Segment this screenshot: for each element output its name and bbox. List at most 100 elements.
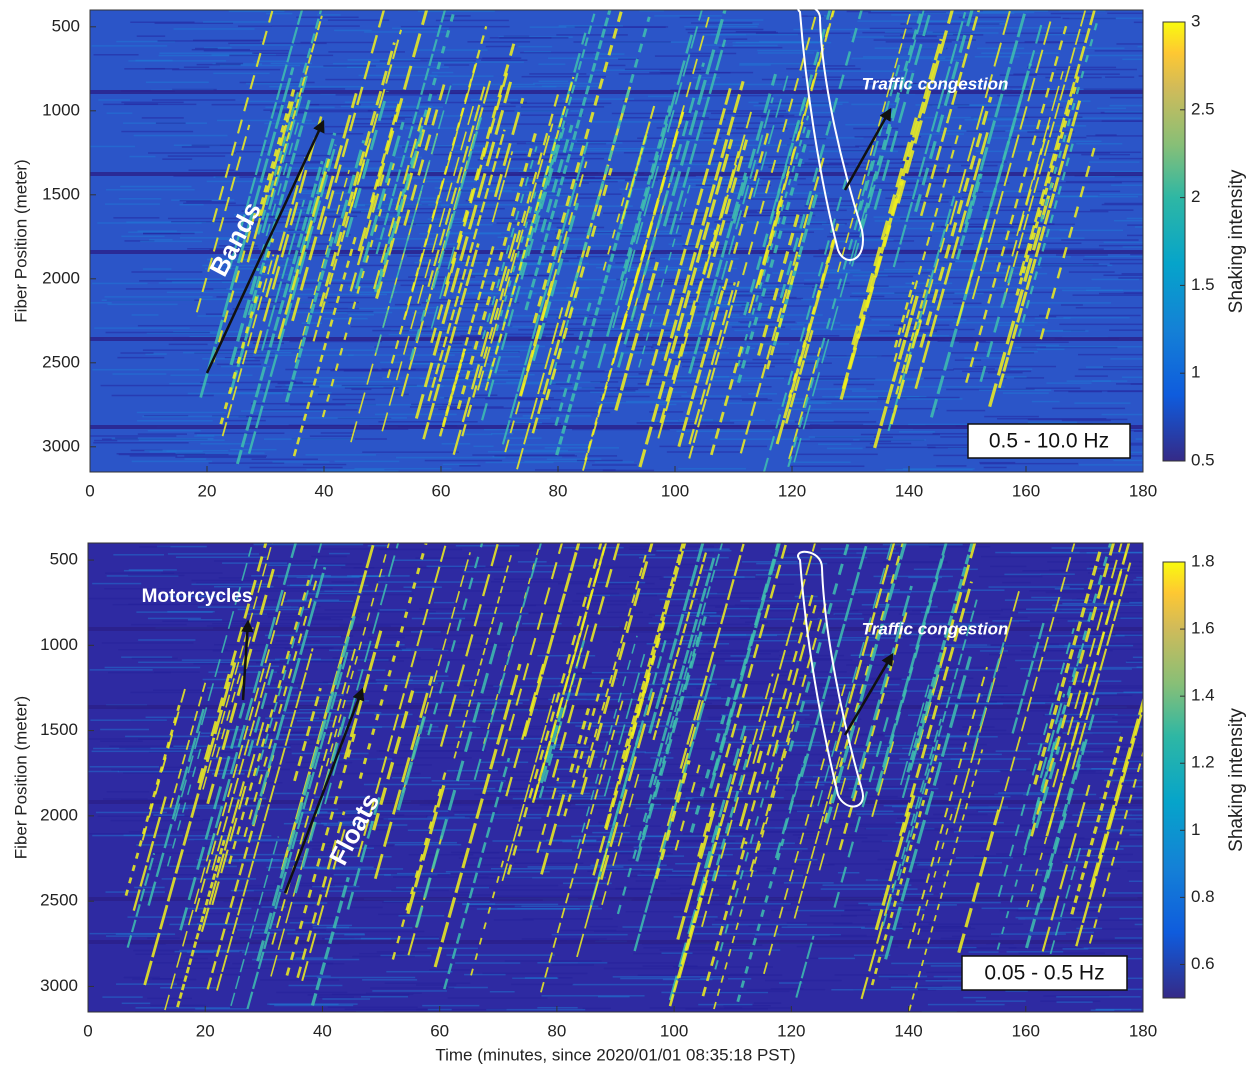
x-tick-label: 0 [85,481,94,500]
noise [627,322,688,324]
noise [538,80,569,83]
noise [287,229,313,231]
noise [894,292,984,295]
noise [302,279,396,281]
noise [442,642,546,645]
noise [460,373,535,376]
noise [933,813,988,816]
noise [724,827,807,829]
streak [212,10,274,223]
noise [835,240,856,243]
noise [1062,289,1143,292]
noise [710,438,810,440]
noise [857,20,967,22]
noise [473,445,494,448]
noise [678,467,747,470]
noise [1085,175,1143,178]
noise [153,689,210,692]
noise [713,375,740,378]
streak [887,196,956,432]
noise [453,779,538,781]
noise [322,681,377,683]
noise [785,222,847,225]
noise [431,817,542,819]
noise [253,354,354,357]
noise [361,995,409,998]
noise [556,226,605,229]
noise [105,331,210,334]
noise [708,769,760,772]
chart: 0 20 40 60 80 100 120 140 160 1805001000150020002… [11,4,1247,500]
noise [1004,644,1093,647]
noise [1018,952,1105,954]
noise [269,85,364,88]
noise [1086,567,1130,570]
noise [214,585,274,588]
noise [110,819,203,822]
noise [720,634,747,636]
noise [800,420,834,422]
noise [452,167,527,170]
noise [405,127,514,129]
streak [763,683,846,975]
noise [476,908,580,910]
noise [1100,111,1143,114]
noise [166,278,222,280]
streak [838,612,908,851]
noise [263,109,373,111]
noise [703,697,782,700]
noise [709,615,757,618]
noise [932,769,1012,772]
noise [822,395,920,398]
noise [296,623,403,625]
noise [1095,830,1143,833]
noise [170,805,265,807]
noise [396,886,489,889]
noise [1127,429,1143,432]
noise [1090,1009,1115,1011]
noise [1049,569,1143,571]
noise [1018,907,1053,910]
noise [506,422,562,425]
noise [812,379,918,381]
noise [748,849,772,852]
noise [380,361,401,364]
noise [193,663,239,665]
noise [289,403,376,406]
noise [916,20,1006,23]
streak [674,764,701,851]
noise [187,838,288,841]
noise [841,834,888,836]
streak [757,209,801,356]
streak [788,347,822,460]
noise [1049,721,1118,723]
noise [134,1010,194,1012]
noise [288,984,343,987]
noise [162,620,256,622]
noise [414,691,475,693]
streak [659,291,699,424]
noise [95,811,167,814]
noise [1074,375,1108,377]
noise [1079,811,1117,814]
noise [135,953,214,956]
noise [925,718,1016,720]
noise [424,459,503,462]
noise [183,202,236,204]
noise [659,598,698,601]
y-tick-label: 500 [52,16,80,35]
noise [408,853,474,856]
noise [682,634,778,637]
noise [330,369,432,372]
noise [866,286,921,288]
noise [700,978,725,980]
streak [439,543,500,747]
streak [955,218,988,327]
noise [539,314,613,317]
noise [846,589,900,591]
noise [309,435,354,437]
noise [379,750,487,752]
noise [191,583,270,586]
noise [254,731,331,734]
noise [865,879,906,881]
